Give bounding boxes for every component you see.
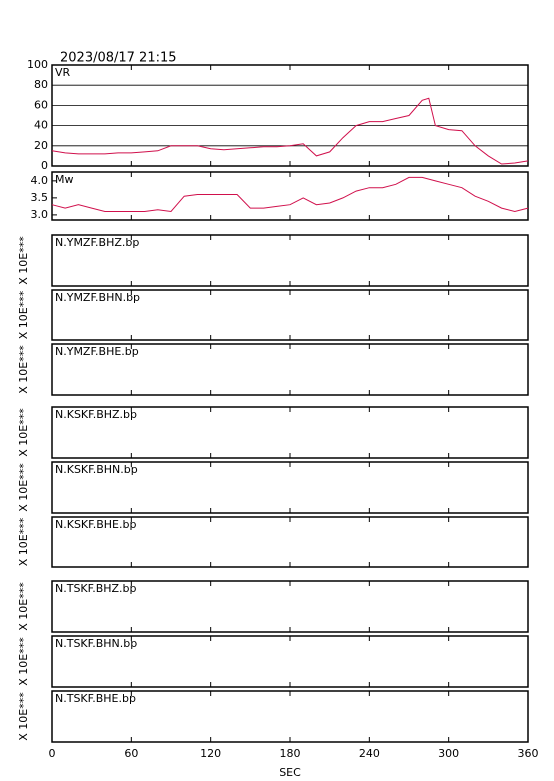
x-tick-label: 180 (280, 747, 301, 760)
y-tick-label: 20 (34, 139, 48, 152)
chart-title: 2023/08/17 21:15 (60, 51, 177, 66)
panel-frame (51, 64, 529, 167)
y-axis-label: X 10E*** (17, 517, 30, 566)
y-axis-label: X 10E*** (17, 290, 30, 339)
panel-label: N.TSKF.BHN.bp (55, 637, 137, 650)
panel-label: Mw (55, 173, 74, 186)
panel-label: N.YMZF.BHZ.bp (55, 236, 139, 249)
series-line (51, 97, 529, 165)
y-tick-label: 3.5 (31, 191, 49, 204)
panel-label: N.TSKF.BHZ.bp (55, 582, 137, 595)
series-line (51, 176, 529, 213)
y-tick-label: 40 (34, 119, 48, 132)
x-tick-label: 300 (438, 747, 459, 760)
y-axis-label: X 10E*** (17, 236, 30, 285)
y-axis-label: X 10E*** (17, 582, 30, 631)
y-axis-label: X 10E*** (17, 637, 30, 686)
panel-label: N.YMZF.BHN.bp (55, 291, 140, 304)
y-axis-label: X 10E*** (17, 692, 30, 741)
panel-label: N.KSKF.BHZ.bp (55, 408, 137, 421)
panel-label: VR (55, 66, 71, 79)
y-tick-label: 3.0 (31, 208, 49, 221)
panel-label: N.KSKF.BHN.bp (55, 463, 138, 476)
x-axis-label: SEC (279, 766, 301, 779)
y-tick-label: 60 (34, 98, 48, 111)
y-axis-label: X 10E*** (17, 408, 30, 457)
x-tick-label: 120 (200, 747, 221, 760)
x-tick-label: 60 (124, 747, 138, 760)
panel-label: N.KSKF.BHE.bp (55, 518, 136, 531)
x-tick-label: 240 (359, 747, 380, 760)
panel-label: N.TSKF.BHE.bp (55, 692, 136, 705)
y-axis-label: X 10E*** (17, 463, 30, 512)
panel-frame (51, 171, 529, 221)
x-tick-label: 360 (518, 747, 539, 760)
y-tick-label: 100 (27, 58, 48, 71)
y-tick-label: 0 (41, 159, 48, 172)
y-tick-label: 80 (34, 78, 48, 91)
y-axis-label: X 10E*** (17, 345, 30, 394)
panel-label: N.YMZF.BHE.bp (55, 345, 139, 358)
x-tick-label: 0 (49, 747, 56, 760)
y-tick-label: 4.0 (31, 174, 49, 187)
